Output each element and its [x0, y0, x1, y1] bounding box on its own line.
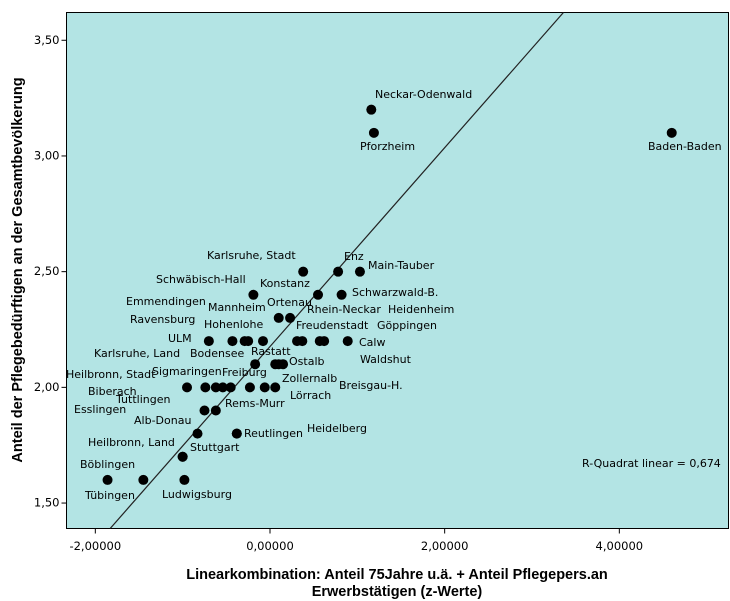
- y-axis-title: Anteil der Pflegebedürftigen an der Gesa…: [10, 77, 26, 462]
- point: [138, 474, 149, 485]
- point-label: Tübingen: [84, 489, 135, 502]
- point-label: Ostalb: [289, 355, 324, 368]
- point: [217, 382, 228, 393]
- point-label: Enz: [344, 250, 364, 263]
- point-label: Karlsruhe, Stadt: [207, 249, 296, 262]
- point: [244, 382, 255, 393]
- point: [231, 428, 242, 439]
- x-tick-label: 0,00000: [246, 539, 294, 553]
- point-label: Main-Tauber: [368, 259, 435, 272]
- x-tick-label: 2,00000: [421, 539, 469, 553]
- point: [270, 382, 281, 393]
- point: [248, 289, 259, 300]
- point-label: Calw: [359, 336, 385, 349]
- y-tick-label: 1,50: [34, 496, 60, 510]
- point: [203, 336, 214, 347]
- y-tick-label: 3,50: [34, 33, 60, 47]
- point-label: Lörrach: [290, 389, 331, 402]
- point-label: Ludwigsburg: [162, 488, 232, 501]
- point: [273, 312, 284, 323]
- r-squared-annotation: R-Quadrat linear = 0,674: [582, 457, 721, 470]
- point-label: Hohenlohe: [204, 318, 263, 331]
- point-label: Bodensee: [190, 347, 244, 360]
- point-label: Heilbronn, Stadt: [66, 368, 156, 381]
- point-label: Heidenheim: [388, 303, 454, 316]
- plot-area: [66, 12, 729, 529]
- point-label: Pforzheim: [360, 140, 415, 153]
- point: [259, 382, 270, 393]
- point-label: Biberach: [88, 385, 137, 398]
- point: [278, 359, 289, 370]
- point: [354, 266, 365, 277]
- point-label: Reutlingen: [244, 427, 303, 440]
- point-label: Emmendingen: [126, 295, 206, 308]
- x-tick-label: 4,00000: [596, 539, 644, 553]
- point-label: Karlsruhe, Land: [94, 347, 180, 360]
- point: [319, 336, 330, 347]
- point: [336, 289, 347, 300]
- point: [243, 336, 254, 347]
- point-label: Heilbronn, Land: [88, 436, 175, 449]
- point: [200, 382, 211, 393]
- point-label: Alb-Donau: [134, 414, 191, 427]
- point-label: Böblingen: [80, 458, 135, 471]
- point-label: Heidelberg: [307, 422, 367, 435]
- x-tick-label: -2,00000: [69, 539, 121, 553]
- point-label: Freiburg: [222, 366, 267, 379]
- point-label: Schwarzwald-B.: [352, 286, 438, 299]
- point: [192, 428, 203, 439]
- point-label: Ravensburg: [130, 313, 195, 326]
- point-label: Waldshut: [360, 353, 412, 366]
- point-label: Schwäbisch-Hall: [156, 273, 246, 286]
- point: [250, 359, 261, 370]
- point: [179, 474, 190, 485]
- point-label: Neckar-Odenwald: [375, 88, 472, 101]
- point-label: Göppingen: [377, 319, 437, 332]
- point: [258, 336, 269, 347]
- point-label: Mannheim: [208, 301, 266, 314]
- point-label: Zollernalb: [282, 372, 337, 385]
- point-label: Stuttgart: [190, 441, 240, 454]
- point: [210, 382, 221, 393]
- point: [666, 127, 677, 138]
- point: [227, 336, 238, 347]
- point-label: Tuttlingen: [115, 393, 170, 406]
- point-label: Esslingen: [74, 403, 126, 416]
- x-axis-title: Erwerbstätigen (z-Werte): [312, 584, 483, 600]
- point: [366, 104, 377, 115]
- point: [210, 405, 221, 416]
- point: [368, 127, 379, 138]
- point-label: Breisgau-H.: [339, 379, 403, 392]
- y-tick-label: 2,00: [34, 380, 60, 394]
- point: [225, 382, 236, 393]
- point-label: Baden-Baden: [648, 140, 722, 153]
- y-tick-label: 3,00: [34, 148, 60, 162]
- point-label: Rastatt: [251, 345, 291, 358]
- point: [285, 312, 296, 323]
- point: [298, 266, 309, 277]
- point: [102, 474, 113, 485]
- point: [313, 289, 324, 300]
- point-label: Konstanz: [260, 277, 310, 290]
- point-label: ULM: [168, 332, 192, 345]
- x-axis-title: Linearkombination: Anteil 75Jahre u.ä. +…: [186, 567, 608, 583]
- point-label: Freudenstadt: [296, 319, 369, 332]
- point: [182, 382, 193, 393]
- point-label: Ortenau: [267, 296, 312, 309]
- y-tick-label: 2,50: [34, 264, 60, 278]
- point: [333, 266, 344, 277]
- point-label: Rems-Murr: [225, 397, 285, 410]
- point: [297, 336, 308, 347]
- point-label: Sigmaringen: [152, 365, 222, 378]
- point-label: Rhein-Neckar: [307, 303, 381, 316]
- point: [177, 451, 188, 462]
- point: [342, 336, 353, 347]
- point: [199, 405, 210, 416]
